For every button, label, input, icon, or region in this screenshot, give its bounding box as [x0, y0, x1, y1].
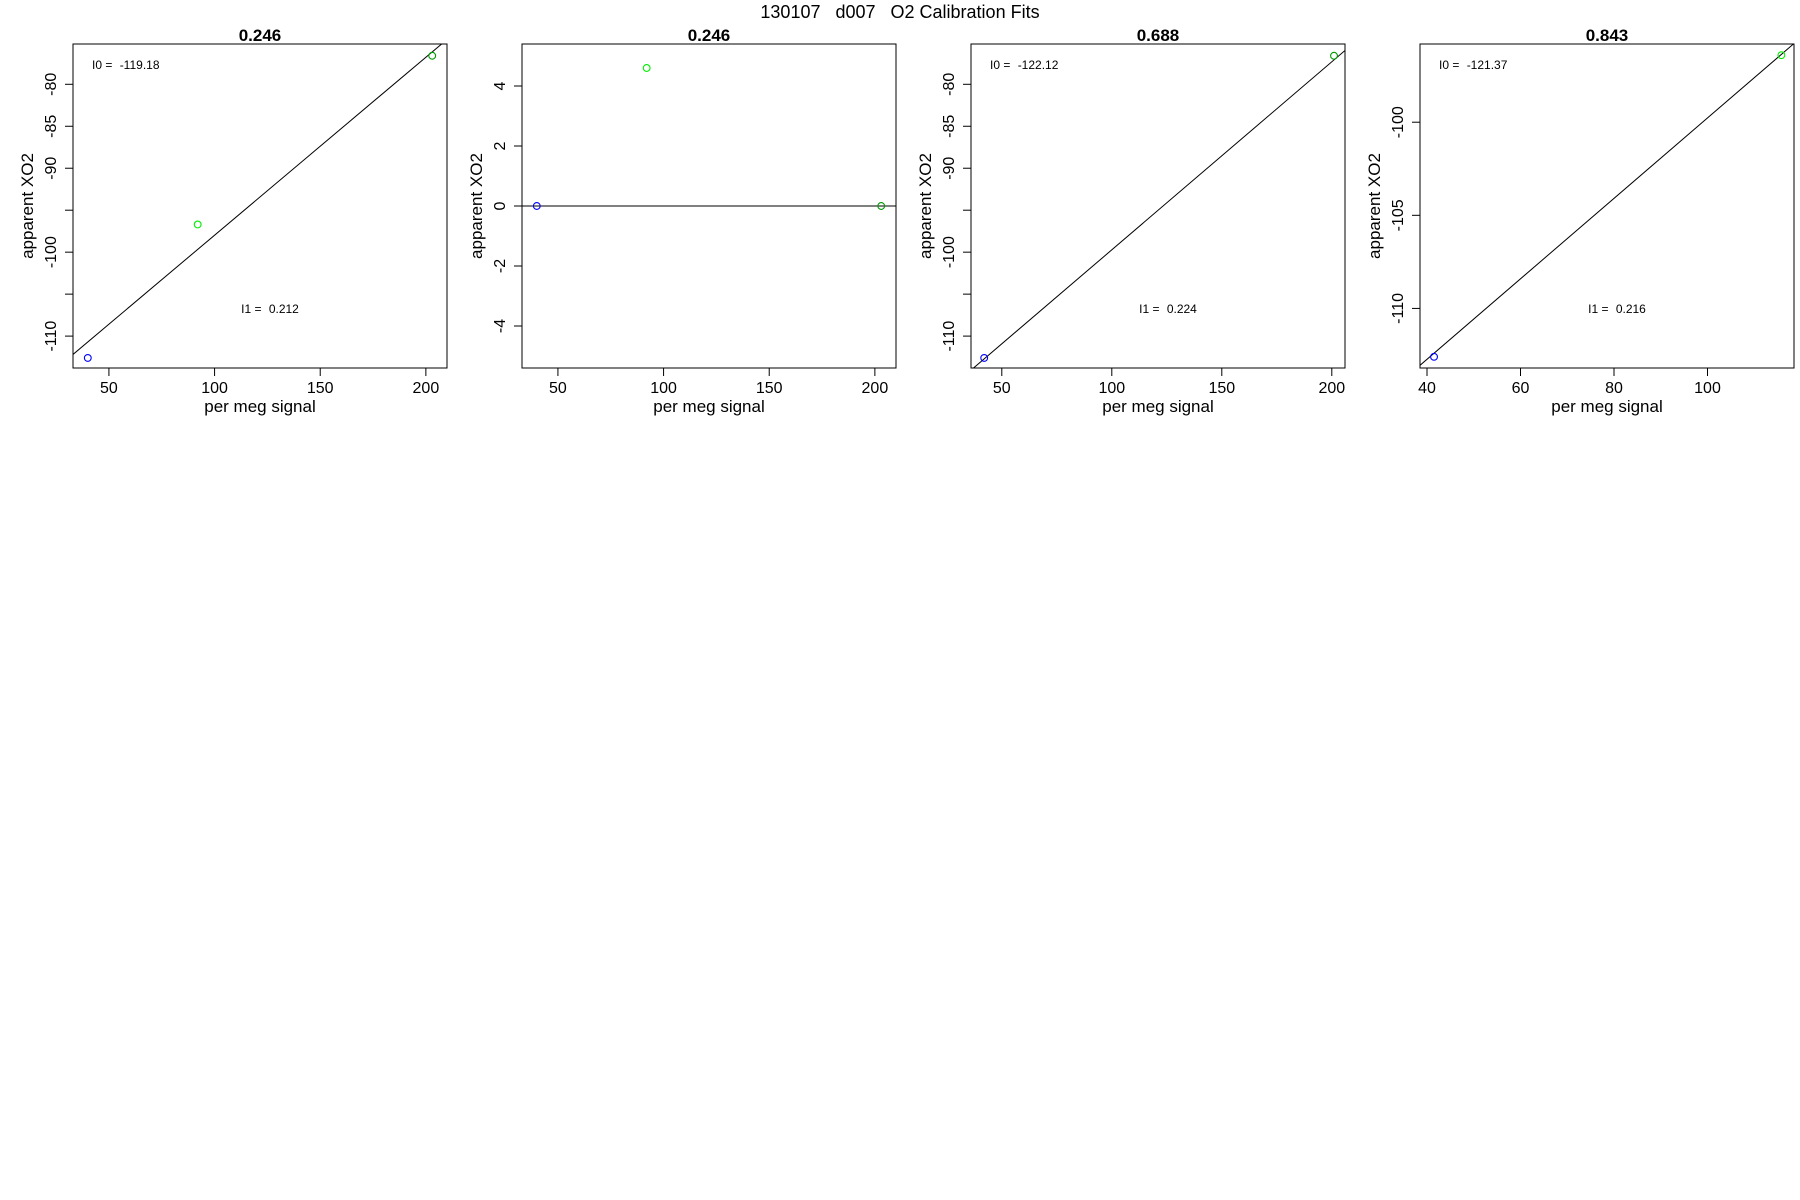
x-tick-label: 100: [1694, 380, 1721, 397]
y-tick-label: 4: [492, 81, 509, 90]
intercept-label: I0 =: [990, 58, 1014, 72]
y-tick-label: 0: [492, 201, 509, 210]
intercept-annotation: I0 = -122.12: [990, 58, 1059, 72]
page-title: 130107 d007 O2 Calibration Fits: [760, 2, 1039, 22]
slope-annotation: I1 = 0.216: [1588, 302, 1646, 316]
intercept-value: -119.18: [120, 58, 160, 72]
slope-value: 0.212: [269, 302, 299, 316]
y-tick-label: 2: [492, 141, 509, 150]
data-point: [1430, 352, 1438, 361]
x-tick-label: 50: [549, 380, 567, 397]
x-tick-label: 150: [307, 380, 334, 397]
data-point: [877, 202, 886, 210]
panels: 0.246 50 100 150 200 -80 -85 -90 -100 -110 per meg…: [18, 26, 1795, 416]
plot-frame: [72, 43, 448, 369]
y-tick-label: -4: [492, 319, 509, 333]
y-tick-label: -110: [1390, 293, 1407, 324]
y-tick-label: -110: [43, 321, 60, 352]
x-tick-label: 100: [201, 380, 228, 397]
data-point: [532, 202, 541, 210]
calibration-panel: 0.246 50 100 150 200 4 2 0 -2 -4 per meg signal app…: [467, 26, 897, 416]
x-axis-label: per meg signal: [1102, 397, 1214, 416]
data-point: [642, 64, 651, 72]
slope-label: I1 =: [241, 302, 265, 316]
fit-line: [1420, 44, 1794, 366]
x-tick-label: 100: [1098, 380, 1125, 397]
panel-title: 0.843: [1586, 26, 1629, 45]
calibration-panel: 0.688 50 100 150 200 -80 -85 -90 -100 -110 per meg…: [916, 26, 1346, 416]
x-tick-label: 200: [413, 380, 440, 397]
intercept-label: I0 =: [1439, 58, 1463, 72]
x-tick-label: 200: [1318, 380, 1345, 397]
y-tick-label: -85: [43, 115, 60, 138]
y-tick-label: -100: [941, 236, 958, 268]
slope-annotation: I1 = 0.224: [1139, 302, 1197, 316]
x-tick-label: 50: [993, 380, 1011, 397]
x-axis-label: per meg signal: [653, 397, 765, 416]
x-axis-label: per meg signal: [204, 397, 316, 416]
intercept-value: -121.37: [1467, 58, 1508, 72]
intercept-value: -122.12: [1018, 58, 1059, 72]
panel-title: 0.246: [688, 26, 731, 45]
intercept-annotation: I0 = -121.37: [1439, 58, 1508, 72]
data-point: [1330, 51, 1338, 60]
y-axis-label: apparent XO2: [18, 153, 37, 259]
plot-frame: [1419, 43, 1795, 369]
x-tick-label: 50: [100, 380, 118, 397]
y-tick-label: -110: [941, 321, 958, 352]
plot-frame: [970, 43, 1346, 369]
y-axis-label: apparent XO2: [1365, 153, 1384, 259]
data-point: [1777, 51, 1786, 60]
slope-label: I1 =: [1588, 302, 1612, 316]
y-tick-label: -80: [43, 73, 60, 96]
x-tick-label: 150: [756, 380, 783, 397]
slope-value: 0.216: [1616, 302, 1646, 316]
x-tick-label: 40: [1418, 380, 1436, 397]
x-tick-label: 100: [650, 380, 677, 397]
data-point: [980, 353, 989, 362]
calibration-panel: 0.843 40 60 80 100 -100 -105 -110 per meg signal…: [1365, 26, 1795, 416]
x-tick-label: 150: [1208, 380, 1235, 397]
slope-label: I1 =: [1139, 302, 1163, 316]
y-tick-label: -80: [941, 73, 958, 96]
x-tick-label: 80: [1605, 380, 1623, 397]
y-tick-label: -105: [1390, 199, 1407, 231]
intercept-label: I0 =: [92, 58, 116, 72]
y-tick-label: -85: [941, 115, 958, 138]
y-axis-label: apparent XO2: [467, 153, 486, 259]
data-point: [428, 51, 437, 60]
x-axis-label: per meg signal: [1551, 397, 1663, 416]
slope-annotation: I1 = 0.212: [241, 302, 299, 316]
fit-line: [972, 49, 1345, 368]
fit-line: [73, 44, 443, 356]
slope-value: 0.224: [1167, 302, 1197, 316]
y-tick-label: -100: [1390, 106, 1407, 138]
panel-title: 0.688: [1137, 26, 1180, 45]
y-axis-label: apparent XO2: [916, 153, 935, 259]
x-tick-label: 60: [1512, 380, 1530, 397]
panel-title: 0.246: [239, 26, 282, 45]
calibration-panel: 0.246 50 100 150 200 -80 -85 -90 -100 -110 per meg…: [18, 26, 448, 416]
x-tick-label: 200: [862, 380, 889, 397]
y-tick-label: -2: [492, 259, 509, 273]
y-tick-label: -100: [43, 236, 60, 268]
data-point: [83, 353, 92, 362]
y-tick-label: -90: [941, 157, 958, 180]
y-tick-label: -90: [43, 157, 60, 180]
intercept-annotation: I0 = -119.18: [92, 58, 160, 72]
data-point: [193, 220, 202, 229]
